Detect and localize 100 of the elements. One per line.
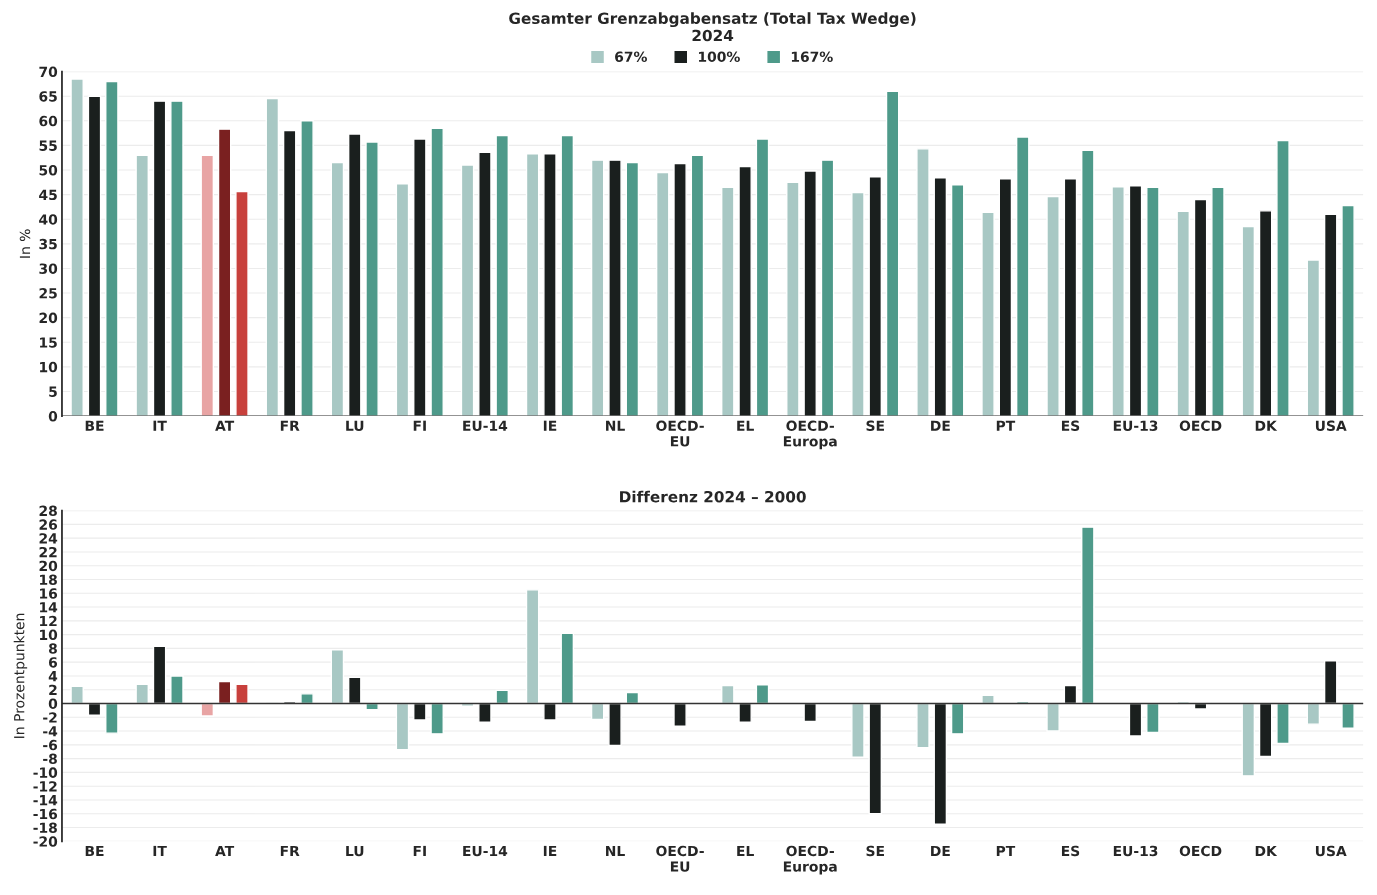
- x-tick-label: FR: [280, 420, 300, 431]
- bar: [1241, 225, 1256, 417]
- bar: [105, 702, 119, 734]
- bar: [1258, 210, 1273, 417]
- y-tick-label: 8: [48, 643, 57, 654]
- y-tick-label: 2: [49, 684, 57, 696]
- y-tick-label: 28: [39, 505, 57, 517]
- bar: [608, 159, 622, 417]
- bar: [170, 675, 184, 705]
- bar: [738, 165, 752, 417]
- bar: [235, 190, 249, 417]
- x-tick-label: DE: [931, 420, 950, 431]
- chart-title: Gesamter Grenzabgabensatz (Total Tax Wedge) 2024: [509, 12, 916, 42]
- x-tick-label: DK: [1255, 845, 1278, 857]
- y-tick-label: -6: [43, 739, 58, 751]
- bar: [673, 162, 687, 417]
- bar: [430, 702, 444, 735]
- x-tick-label: EU-14: [463, 420, 508, 431]
- bar: [135, 154, 149, 417]
- y-tick-label: 60: [39, 115, 58, 127]
- bar: [265, 97, 280, 417]
- bar: [868, 702, 883, 815]
- x-tick-label: FI: [413, 845, 426, 857]
- x-tick-label: EU-13: [1113, 420, 1158, 431]
- bar: [1306, 259, 1321, 417]
- bar: [885, 90, 900, 417]
- y-tick-label: 55: [39, 140, 57, 151]
- x-tick-label: BE: [85, 420, 104, 431]
- bar: [998, 178, 1013, 417]
- y-tick-label: 65: [39, 91, 57, 102]
- bar: [590, 159, 605, 417]
- x-tick-label: DK: [1255, 420, 1278, 431]
- x-tick-label: FI: [413, 420, 426, 431]
- x-tick-label: EU-14: [463, 845, 508, 857]
- x-tick-label: EL: [737, 845, 754, 857]
- x-tick-label: ES: [1061, 420, 1080, 431]
- x-tick-label: OECD- Europa: [783, 845, 837, 875]
- bar: [625, 161, 640, 417]
- y-tick-label: 40: [39, 214, 58, 225]
- bar: [1015, 136, 1030, 417]
- y-tick-label: -10: [33, 767, 58, 778]
- bar: [152, 645, 167, 705]
- bar: [803, 170, 817, 417]
- y-tick-label: 10: [40, 629, 58, 641]
- y-tick-label: 12: [40, 615, 57, 627]
- bar: [1306, 702, 1321, 725]
- y-tick-label: 30: [39, 263, 58, 274]
- y-tick-label: -12: [33, 781, 57, 792]
- y-tick-label: 18: [40, 574, 57, 585]
- x-tick-label: USA: [1315, 845, 1347, 857]
- x-tick-label: OECD- Europa: [783, 420, 837, 450]
- y-tick-label: 25: [39, 288, 57, 299]
- y-axis-title: In Prozentpunkten: [13, 613, 28, 738]
- bar: [1146, 186, 1160, 417]
- y-tick-label: -14: [33, 795, 58, 806]
- bar: [851, 191, 865, 417]
- bar: [282, 129, 297, 417]
- legend-label: 67%: [615, 51, 647, 62]
- bar: [803, 702, 817, 723]
- bar: [70, 78, 84, 417]
- x-tick-label: NL: [606, 420, 625, 431]
- y-tick-label: 15: [40, 337, 57, 348]
- x-tick-label: OECD- EU: [656, 420, 704, 447]
- bar: [738, 702, 752, 723]
- y-tick-label: 10: [40, 361, 58, 373]
- bar: [1323, 213, 1338, 417]
- bar: [217, 680, 232, 705]
- bar: [560, 134, 575, 417]
- y-tick-label: 20: [39, 560, 58, 572]
- y-tick-label: -4: [43, 726, 58, 737]
- bar: [820, 159, 835, 417]
- bar: [478, 702, 492, 723]
- legend-label: 100%: [698, 51, 740, 62]
- bar: [200, 154, 215, 417]
- bar: [1046, 702, 1060, 732]
- x-tick-label: AT: [215, 845, 235, 857]
- bar: [590, 702, 605, 721]
- bar: [1146, 702, 1160, 734]
- bar: [1063, 684, 1078, 705]
- legend-label: 167%: [791, 51, 833, 62]
- x-tick-label: DE: [931, 845, 950, 857]
- y-tick-label: 6: [49, 657, 58, 668]
- y-tick-label: 4: [48, 671, 58, 682]
- bar: [330, 649, 345, 705]
- bar: [395, 702, 410, 751]
- bar: [300, 120, 314, 417]
- y-tick-label: -8: [43, 753, 57, 765]
- bar: [950, 702, 965, 735]
- bar: [916, 148, 930, 417]
- y-tick-label: 26: [39, 519, 58, 530]
- bar: [1193, 198, 1208, 417]
- bar: [460, 164, 475, 417]
- bar: [655, 171, 670, 417]
- bar: [1111, 186, 1125, 417]
- bar: [1341, 702, 1355, 730]
- bar: [495, 134, 509, 417]
- y-axis-title: In %: [19, 229, 31, 258]
- x-tick-label: OECD: [1179, 845, 1222, 857]
- y-tick-label: -18: [33, 822, 57, 833]
- y-tick-label: -20: [33, 836, 58, 847]
